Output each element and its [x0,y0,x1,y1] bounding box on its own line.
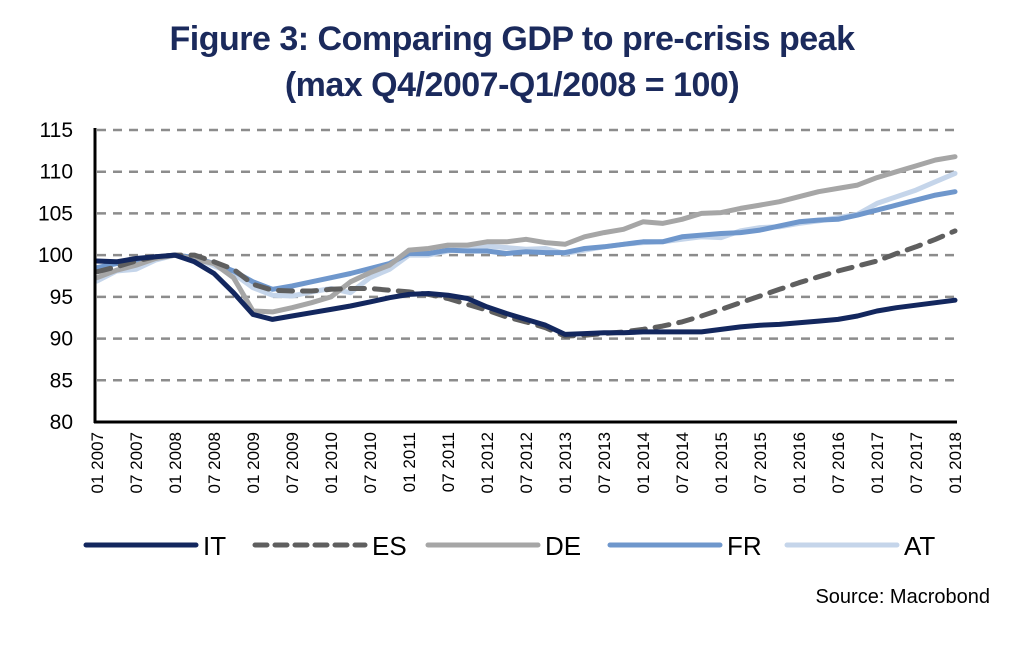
x-tick-label: 01 2014 [634,432,653,493]
x-tick-label: 07 2007 [127,432,146,493]
axes [93,128,957,424]
x-tick-label: 07 2009 [283,432,302,493]
y-tick-label: 85 [50,369,73,392]
x-tick-label: 07 2015 [751,432,770,493]
x-tick-label: 01 2008 [166,432,185,493]
legend-item-at: AT [784,531,935,561]
legend-item-it: IT [83,531,226,561]
x-tick-label: 01 2011 [400,432,419,492]
y-tick-label: 95 [50,286,73,309]
x-tick-label: 07 2017 [907,432,926,493]
series-line-de [94,154,958,315]
x-tick-label: 01 2015 [712,432,731,493]
y-tick-label: 100 [38,244,73,267]
legend-label: AT [904,531,935,561]
chart-title: Figure 3: Comparing GDP to pre-crisis pe… [169,20,855,58]
x-tick-label: 01 2010 [322,432,341,493]
x-tick-label: 07 2011 [439,432,458,492]
x-tick-label: 01 2016 [790,432,809,493]
x-tick-label: 07 2012 [517,432,536,493]
gridlines [97,128,957,382]
y-tick-label: 115 [40,119,73,142]
x-tick-label: 01 2007 [88,432,107,493]
legend-label: IT [203,531,226,561]
x-tick-label: 07 2014 [673,432,692,493]
x-tick-label: 07 2013 [595,432,614,493]
series-line-it [94,252,958,337]
x-axis-ticks: 01 2007 07 2007 01 2008 07 2008 01 2009 07 20… [88,432,965,493]
legend-item-de: DE [425,531,581,561]
x-tick-label: 07 2016 [829,432,848,493]
x-tick-label: 07 2008 [205,432,224,493]
x-tick-label: 01 2017 [868,432,887,493]
x-tick-label: 01 2013 [556,432,575,493]
source-note: Source: Macrobond [815,586,990,608]
x-tick-label: 07 2010 [361,432,380,493]
y-tick-label: 105 [38,202,73,225]
legend-item-fr: FR [607,531,762,561]
legend-item-es: ES [252,531,407,561]
x-tick-label: 01 2018 [946,432,965,493]
chart-subtitle: (max Q4/2007-Q1/2008 = 100) [284,66,740,104]
y-tick-label: 110 [40,161,73,184]
y-tick-label: 90 [50,328,73,351]
y-tick-label: 80 [50,411,73,434]
legend-label: ES [372,531,407,561]
legend-label: DE [545,531,581,561]
x-tick-label: 01 2009 [244,432,263,493]
series-lines [94,154,958,339]
y-axis-ticks: 80 85 90 95 100 105 110 115 [38,119,73,434]
legend: IT ES DE FR AT [83,531,935,561]
legend-label: FR [727,531,762,561]
x-tick-label: 01 2012 [478,432,497,493]
